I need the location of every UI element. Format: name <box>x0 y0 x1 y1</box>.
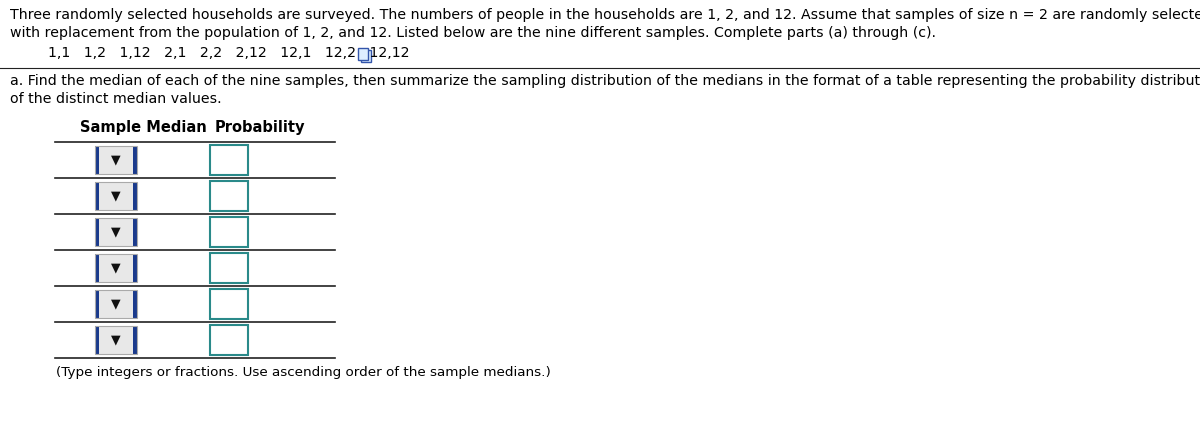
Bar <box>95 182 137 210</box>
Bar <box>133 218 137 246</box>
Text: 1,1   1,2   1,12   2,1   2,2   2,12   12,1   12,2   12,12: 1,1 1,2 1,12 2,1 2,2 2,12 12,1 12,2 12,1… <box>30 46 409 60</box>
Bar <box>133 146 137 174</box>
Bar <box>95 218 98 246</box>
Bar <box>133 326 137 354</box>
Bar <box>95 326 137 354</box>
Bar <box>95 326 137 354</box>
Text: Probability: Probability <box>215 120 306 135</box>
Text: ▼: ▼ <box>112 297 121 310</box>
Bar <box>95 146 137 174</box>
Bar <box>95 182 137 210</box>
Bar <box>210 325 248 355</box>
Bar <box>210 217 248 247</box>
Bar <box>95 182 98 210</box>
Text: ▼: ▼ <box>112 190 121 202</box>
Text: Three randomly selected households are surveyed. The numbers of people in the ho: Three randomly selected households are s… <box>10 8 1200 22</box>
Bar <box>210 253 248 283</box>
Text: ▼: ▼ <box>112 154 121 166</box>
Bar <box>133 290 137 318</box>
Text: a. Find the median of each of the nine samples, then summarize the sampling dist: a. Find the median of each of the nine s… <box>10 74 1200 88</box>
Bar <box>95 254 137 282</box>
Bar <box>210 289 248 319</box>
Text: ▼: ▼ <box>112 226 121 238</box>
Bar <box>95 254 98 282</box>
Text: of the distinct median values.: of the distinct median values. <box>10 92 222 106</box>
Bar <box>95 326 98 354</box>
Text: Sample Median: Sample Median <box>80 120 206 135</box>
Bar <box>210 181 248 211</box>
Bar <box>210 145 248 175</box>
Bar <box>95 290 98 318</box>
Text: ▼: ▼ <box>112 262 121 274</box>
Bar <box>358 48 368 60</box>
Bar <box>95 290 137 318</box>
Bar <box>95 146 98 174</box>
Bar <box>133 182 137 210</box>
Text: (Type integers or fractions. Use ascending order of the sample medians.): (Type integers or fractions. Use ascendi… <box>56 366 551 379</box>
Bar <box>95 218 137 246</box>
Bar <box>95 146 137 174</box>
Bar <box>133 254 137 282</box>
Bar <box>361 50 371 62</box>
Bar <box>95 218 137 246</box>
Bar <box>95 254 137 282</box>
Text: with replacement from the population of 1, 2, and 12. Listed below are the nine : with replacement from the population of … <box>10 26 936 40</box>
Bar <box>95 290 137 318</box>
Text: ▼: ▼ <box>112 333 121 347</box>
